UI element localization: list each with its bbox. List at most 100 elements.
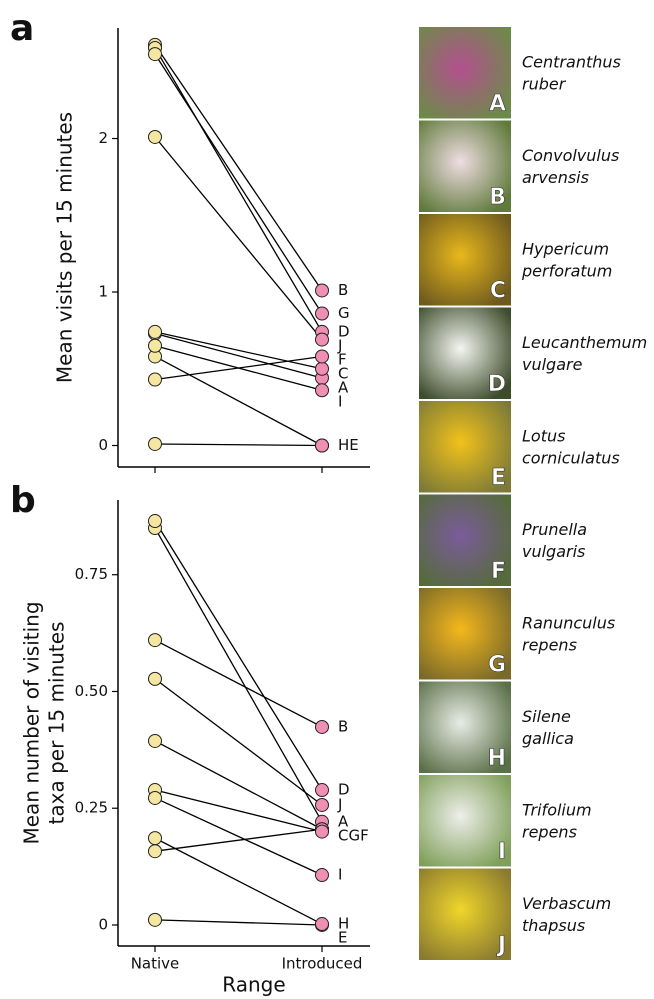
slope-line <box>155 640 322 727</box>
x-tick-label: Introduced <box>282 955 363 973</box>
photo-letter: A <box>489 92 506 117</box>
species-photo: H Silene gallica <box>419 682 574 774</box>
native-point <box>149 734 162 747</box>
y-axis-title: Mean number of visiting <box>20 601 44 844</box>
native-point <box>149 48 162 61</box>
slope-line <box>155 838 322 924</box>
introduced-point <box>316 333 329 346</box>
point-label: B <box>338 281 348 299</box>
y-axis-title: Mean visits per 15 minutes <box>53 112 77 383</box>
y-tick-label: 0 <box>98 915 108 933</box>
native-point <box>149 515 162 528</box>
species-name: perforatum <box>521 261 612 280</box>
native-point <box>149 373 162 386</box>
introduced-point <box>316 284 329 297</box>
species-name: repens <box>522 635 577 654</box>
species-name: ruber <box>522 74 567 93</box>
native-point <box>149 130 162 143</box>
photo-letter: G <box>488 653 506 678</box>
slope-line <box>155 679 322 805</box>
native-point <box>149 832 162 845</box>
y-tick-label: 1 <box>98 283 108 301</box>
point-label: HE <box>338 436 359 454</box>
native-point <box>149 845 162 858</box>
point-label: I <box>338 866 342 884</box>
species-photo: B Convolvulus arvensis <box>419 121 619 213</box>
slope-line <box>155 790 322 832</box>
species-name: Convolvulus <box>522 146 619 165</box>
introduced-point <box>316 918 329 931</box>
slope-line <box>155 346 322 391</box>
introduced-point <box>316 720 329 733</box>
slope-line <box>155 356 322 445</box>
slope-line <box>155 54 322 313</box>
y-tick-label: 0 <box>98 436 108 454</box>
introduced-point <box>316 869 329 882</box>
x-tick-label: Native <box>131 955 180 973</box>
figure: a012Mean visits per 15 minutesBGDJFCAIHE… <box>0 0 654 999</box>
species-name: Trifolium <box>522 800 592 819</box>
y-tick-label: 2 <box>98 129 108 147</box>
y-tick-label: 0.50 <box>75 682 108 700</box>
y-axis-title: taxa per 15 minutes <box>45 622 69 825</box>
species-photo: G Ranunculus repens <box>419 588 615 680</box>
species-name: thapsus <box>522 916 585 935</box>
species-name: corniculatus <box>522 448 620 467</box>
slope-line <box>155 741 322 829</box>
introduced-point <box>316 362 329 375</box>
species-name: Centranthus <box>522 52 621 71</box>
slope-line <box>155 48 322 332</box>
slope-line <box>155 333 322 378</box>
introduced-point <box>316 439 329 452</box>
introduced-point <box>316 825 329 838</box>
introduced-point <box>316 784 329 797</box>
photo-letter: I <box>498 840 506 865</box>
point-label: B <box>338 717 348 735</box>
slope-line <box>155 798 322 875</box>
photo-letter: B <box>489 185 506 210</box>
native-point <box>149 634 162 647</box>
native-point <box>149 791 162 804</box>
species-name: Leucanthemum <box>522 333 647 352</box>
species-name: Ranunculus <box>522 613 615 632</box>
introduced-point <box>316 307 329 320</box>
x-axis-title: Range <box>222 973 285 997</box>
y-tick-label: 0.75 <box>75 565 108 583</box>
slope-line <box>155 528 322 822</box>
introduced-point <box>316 350 329 363</box>
species-name: Verbascum <box>522 894 611 913</box>
slope-line <box>155 444 322 446</box>
panel-label: a <box>10 8 34 49</box>
species-photo: D Leucanthemum vulgare <box>419 308 647 400</box>
point-label: I <box>338 392 342 410</box>
photo-letter: F <box>491 559 506 584</box>
slope-line <box>155 920 322 925</box>
slope-line <box>155 829 322 851</box>
species-name: Prunella <box>522 520 587 539</box>
species-photo: E Lotus corniculatus <box>419 401 620 493</box>
photo-letter: H <box>488 746 506 771</box>
native-point <box>149 672 162 685</box>
point-label: CGF <box>338 826 369 844</box>
native-point <box>149 913 162 926</box>
y-tick-label: 0.25 <box>75 799 108 817</box>
photo-letter: J <box>496 933 506 958</box>
photo-letter: E <box>491 466 506 491</box>
species-name: arvensis <box>522 168 589 187</box>
introduced-point <box>316 798 329 811</box>
slope-line <box>155 521 322 790</box>
species-name: vulgare <box>522 355 583 374</box>
photo-letter: D <box>488 372 506 397</box>
panel-label: b <box>10 480 36 521</box>
native-point <box>149 339 162 352</box>
species-photo: J Verbascum thapsus <box>419 869 611 961</box>
introduced-point <box>316 384 329 397</box>
slope-line <box>155 332 322 369</box>
native-point <box>149 437 162 450</box>
species-name: Silene <box>522 707 571 726</box>
species-name: gallica <box>522 729 574 748</box>
species-name: Lotus <box>522 426 565 445</box>
